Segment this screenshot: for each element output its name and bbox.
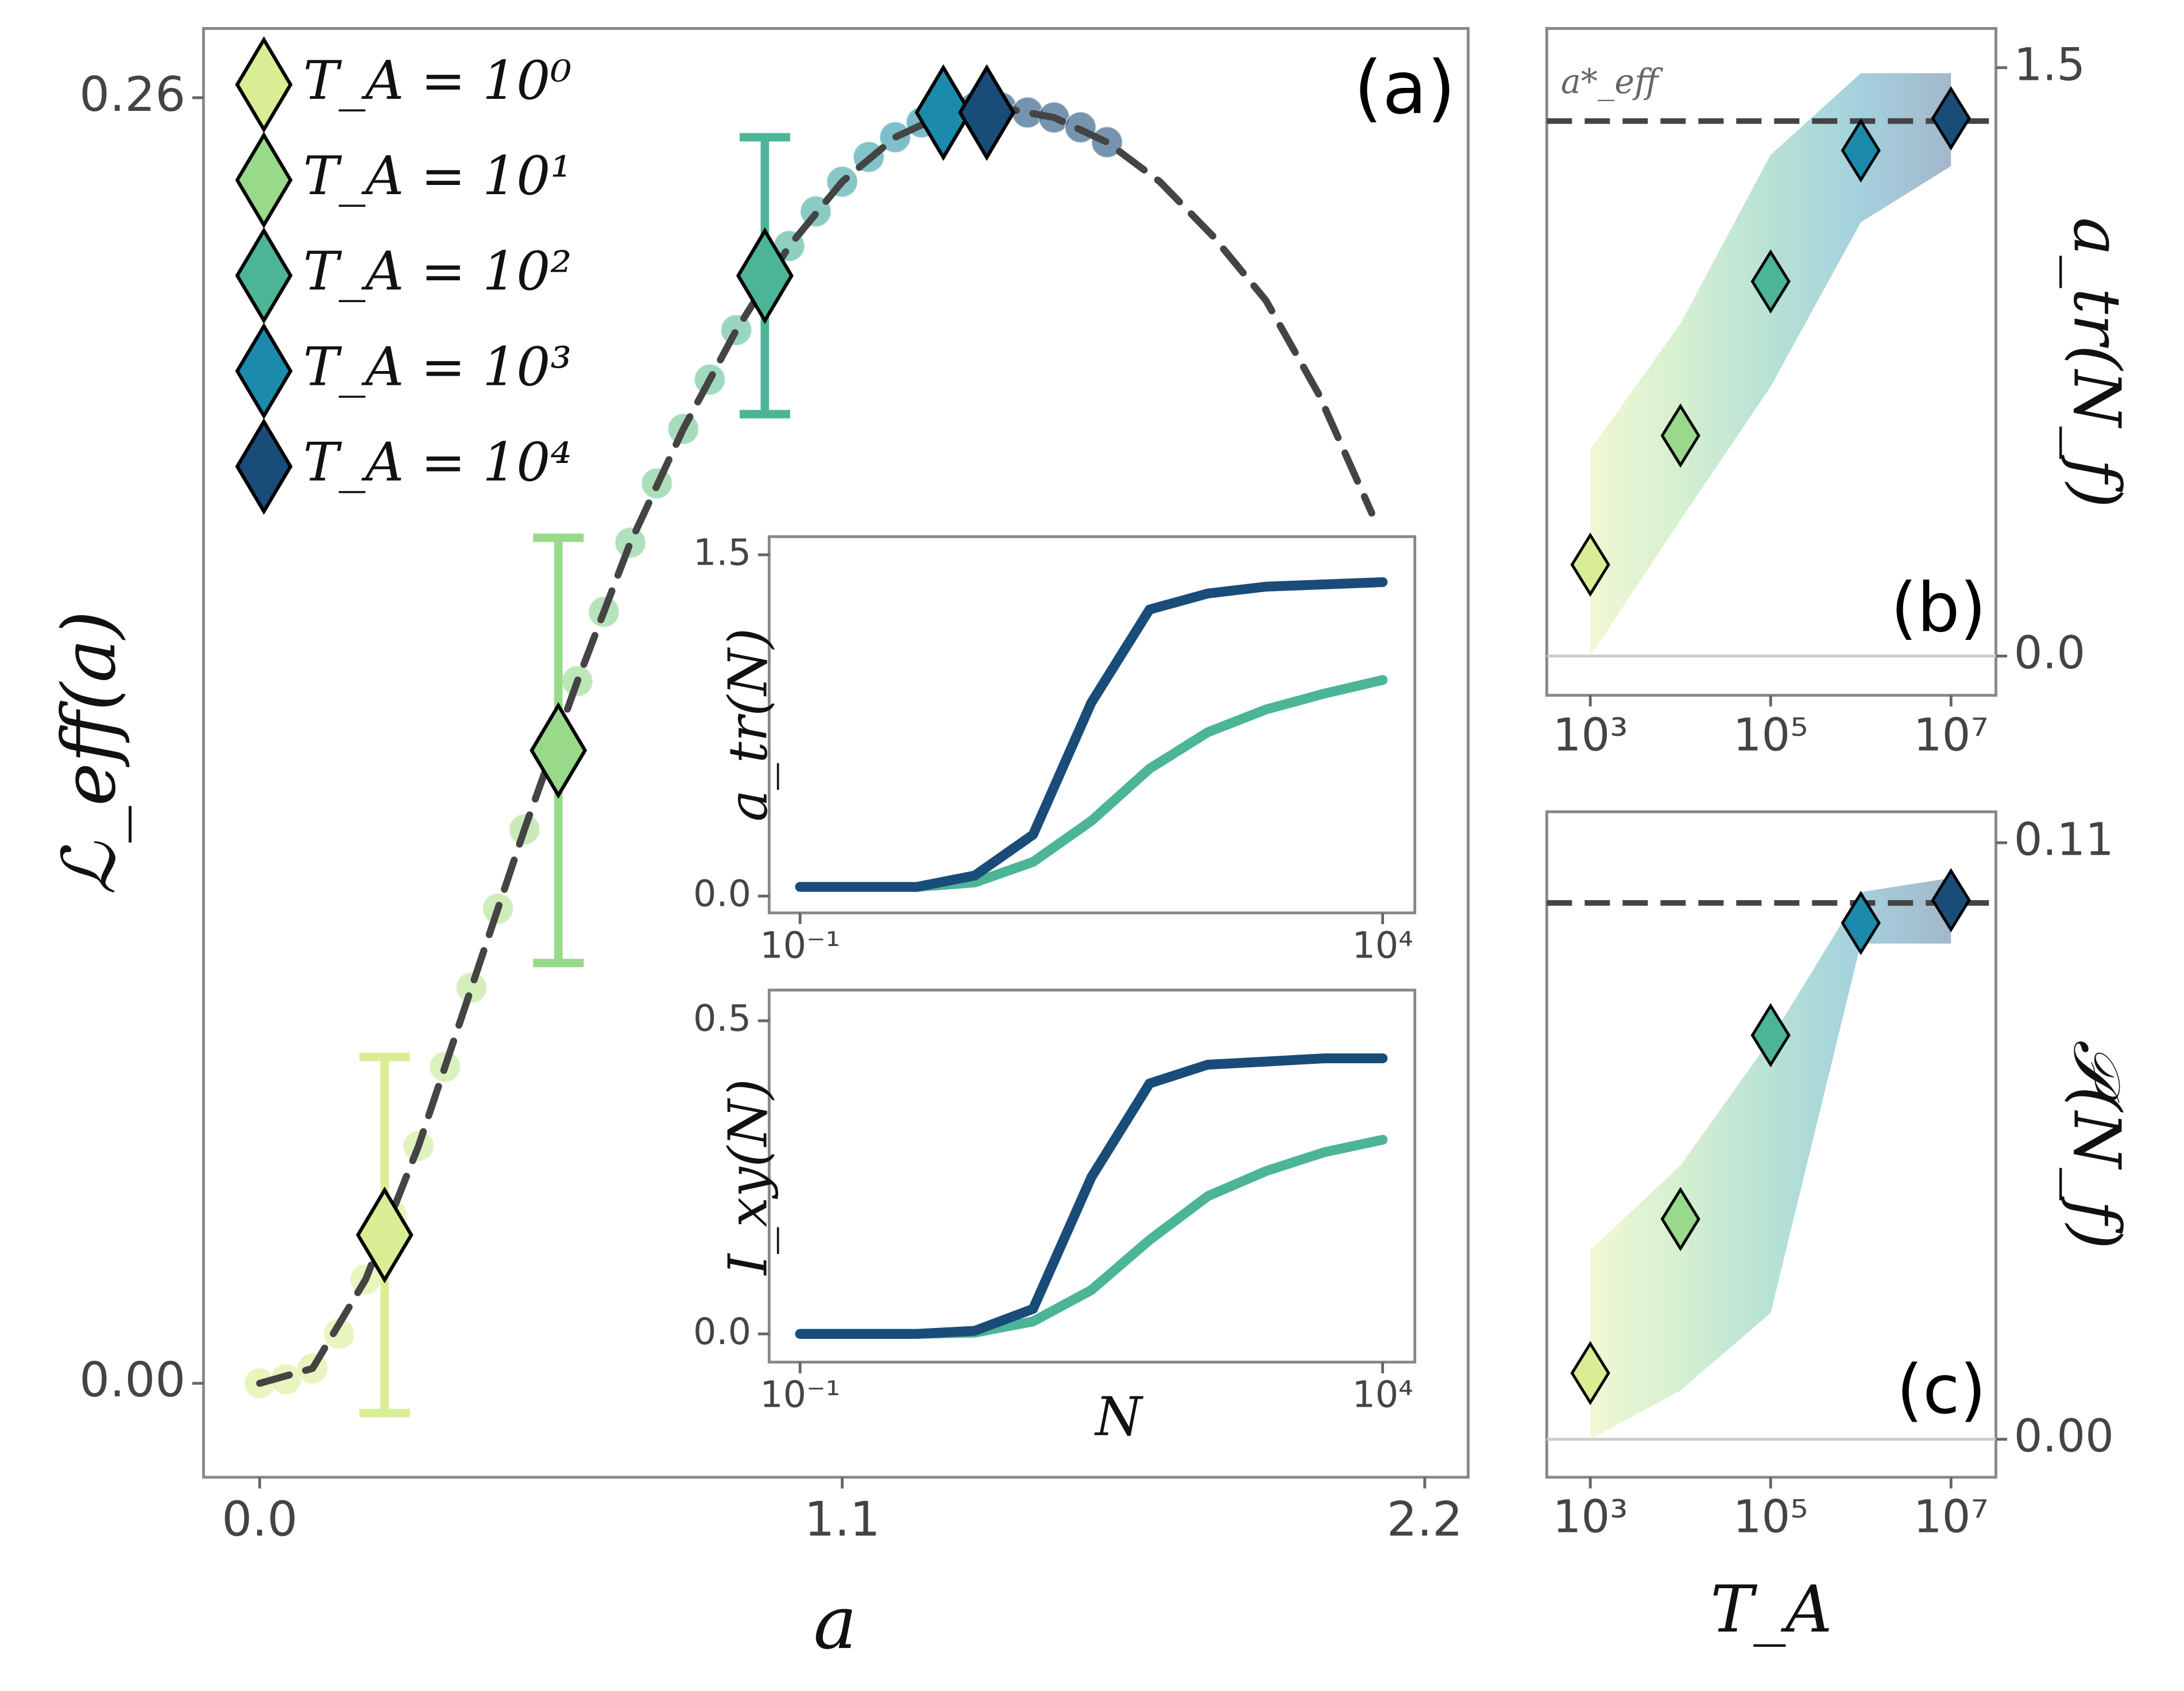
- x-tick-label: 10⁷: [1914, 1491, 1989, 1543]
- x-tick-label: 10⁻¹: [760, 924, 840, 966]
- legend-marker: [235, 322, 293, 420]
- x-tick-label: 1.1: [804, 1492, 880, 1547]
- point-marker: [1841, 118, 1881, 183]
- y-tick-label: 0.0: [693, 1310, 751, 1353]
- legend-label: T_A = 10³: [303, 335, 572, 397]
- point-marker: [355, 1186, 413, 1284]
- y-tick-label: 1.5: [2014, 38, 2085, 91]
- fit-curve: [256, 104, 1375, 1387]
- y-tick-label: 1.5: [693, 531, 751, 574]
- spread-band: [1590, 73, 1951, 657]
- reference-label: a*_eff: [1561, 62, 1663, 101]
- panel-label: (b): [1891, 569, 1986, 647]
- x-tick-label: 10³: [1553, 1491, 1628, 1543]
- x-tick-label: 10⁴: [1352, 924, 1413, 966]
- x-tick-label: 0.0: [222, 1492, 297, 1547]
- x-axis-label: T_A: [1710, 1572, 1832, 1647]
- y-axis-label: a_tr(N_f): [2059, 217, 2135, 508]
- mean-line: [795, 577, 1388, 892]
- point-marker: [1570, 532, 1610, 597]
- sample-point: [455, 971, 488, 1004]
- panel-label: (a): [1354, 45, 1455, 130]
- point-marker: [1841, 890, 1881, 955]
- y-tick-label: 0.5: [693, 997, 751, 1040]
- legend-label: T_A = 10⁴: [303, 431, 572, 493]
- plot-frame: [767, 535, 1417, 914]
- legend-marker: [235, 132, 293, 229]
- point-marker: [1750, 249, 1791, 314]
- legend-label: T_A = 10¹: [303, 145, 572, 207]
- spread-band: [1590, 878, 1951, 1439]
- panel-label: (c): [1896, 1350, 1986, 1429]
- y-axis-label: 𝒫(N_f): [2059, 1040, 2135, 1249]
- point-marker: [736, 227, 794, 325]
- legend-marker: [235, 36, 293, 133]
- x-tick-label: 2.2: [1387, 1492, 1463, 1547]
- y-axis-label: I_xy(N): [717, 1079, 779, 1276]
- point-marker: [1570, 1341, 1610, 1406]
- point-marker: [529, 702, 587, 799]
- point-marker: [1750, 1003, 1791, 1068]
- x-tick-label: 10⁻¹: [760, 1373, 840, 1415]
- y-tick-label: 0.11: [2014, 814, 2114, 866]
- legend-marker: [235, 418, 293, 515]
- point-marker: [958, 64, 1016, 161]
- legend-label: T_A = 10²: [303, 240, 572, 302]
- point-marker: [1660, 1187, 1700, 1252]
- y-tick-label: 0.00: [79, 1352, 185, 1408]
- point-marker: [1931, 868, 1971, 933]
- y-axis-label: a_tr(N): [717, 628, 779, 821]
- y-axis-label: ℒ_eff(a): [47, 611, 132, 895]
- y-tick-label: 0.0: [2014, 627, 2085, 680]
- mean-line: [795, 1053, 1388, 1339]
- point-marker: [1660, 403, 1700, 468]
- x-axis-label: N: [1094, 1386, 1143, 1448]
- x-axis-label: a: [813, 1580, 857, 1665]
- y-tick-label: 0.26: [79, 67, 185, 122]
- point-marker: [914, 64, 972, 161]
- point-marker: [1931, 86, 1971, 150]
- x-tick-label: 10⁵: [1733, 709, 1808, 761]
- legend-label: T_A = 10⁰: [303, 49, 572, 111]
- legend-marker: [235, 227, 293, 324]
- sample-point: [614, 526, 647, 559]
- y-tick-label: 0.0: [693, 872, 751, 915]
- x-tick-label: 10⁵: [1733, 1491, 1808, 1543]
- y-tick-label: 0.00: [2014, 1410, 2114, 1462]
- x-tick-label: 10⁷: [1914, 709, 1989, 761]
- x-tick-label: 10³: [1553, 709, 1628, 761]
- x-tick-label: 10⁴: [1352, 1373, 1413, 1415]
